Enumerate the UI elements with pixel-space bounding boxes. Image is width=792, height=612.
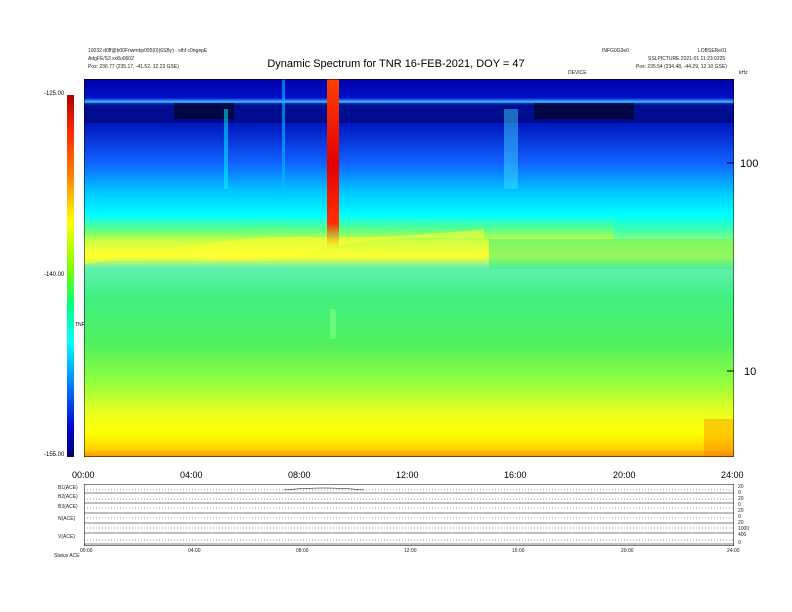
bottom-row-label-2: B2(ACE) (58, 494, 78, 500)
x-tick-0000: 00:00 (72, 470, 95, 480)
x-tick-0800: 08:00 (288, 470, 311, 480)
bottom-right-value-6: 0 (738, 514, 741, 520)
x-tick-1200: 12:00 (396, 470, 419, 480)
header-left-info-1: 10032 d0ff@b00Fnwmbp095(0)(6SBy) - slhf … (88, 48, 208, 54)
colorbar-label: TNR (75, 322, 86, 328)
x-tick-0400: 04:00 (180, 470, 203, 480)
bottom-right-value-5: 20 (738, 508, 744, 514)
bottom-right-value-2: 0 (738, 490, 741, 496)
header-right-info-1: INFG0G3e0 (602, 48, 629, 54)
colorbar-tick-top: -125.00 (44, 91, 65, 97)
bottom-row-label-4: N(ACE) (58, 516, 76, 522)
chart-title: Dynamic Spectrum for TNR 16-FEB-2021, DO… (267, 58, 525, 70)
bottom-right-value-8: 1000 (738, 526, 750, 532)
header-left-info-2: AdgFE/S3 xx8u0602 (88, 56, 134, 62)
bottom-right-value-7: 20 (738, 520, 744, 526)
header-right-info-3: SSLPICTURE 2021-01 11:23:0225 (648, 56, 726, 62)
header-right-info-2: LOBSERe01 (698, 48, 727, 54)
header-right-info-4: Pos: 235.54 (234.48, -44.29, 12.10 GSE) (636, 64, 727, 70)
bottom-footer-label: Status ACE (54, 553, 80, 559)
spectrogram-plot (84, 79, 734, 457)
bottom-panels (84, 484, 734, 546)
bottom-row-label-1: B1(ACE) (58, 485, 78, 491)
colorbar-tick-bottom: -155.00 (44, 452, 65, 458)
bottom-x-tick-1600: 16:00 (512, 548, 525, 554)
bottom-row-label-3: B3(ACE) (58, 504, 78, 510)
y-tick-100: 100 (740, 158, 759, 170)
bottom-right-value-10: 0 (738, 540, 741, 546)
x-tick-1600: 16:00 (504, 470, 527, 480)
bottom-right-value-9: 400 (738, 532, 747, 538)
bottom-right-value-4: 0 (738, 502, 741, 508)
bottom-x-tick-0800: 08:00 (296, 548, 309, 554)
bottom-x-tick-2000: 20:00 (621, 548, 634, 554)
bottom-x-tick-0400: 04:00 (188, 548, 201, 554)
header-left-info-3: Pos: 236.77 (235.17, -41.52, 12.23 GSE) (88, 64, 179, 70)
bottom-x-tick-2400: 24:00 (727, 548, 740, 554)
header-corner-small: kHz (739, 70, 748, 76)
x-tick-2400: 24:00 (721, 470, 744, 480)
bottom-right-value-3: 20 (738, 496, 744, 502)
x-tick-2000: 20:00 (613, 470, 636, 480)
header-center-small: DEVICE (568, 70, 587, 76)
colorbar-tick-mid: -140.00 (44, 272, 65, 278)
y-tick-10: 10 (744, 366, 757, 378)
bottom-x-tick-0000: 00:00 (80, 548, 93, 554)
bottom-row-label-6: V(ACE) (58, 534, 75, 540)
colorbar (67, 95, 74, 457)
bottom-right-value-1: 20 (738, 484, 744, 490)
bottom-x-tick-1200: 12:00 (404, 548, 417, 554)
